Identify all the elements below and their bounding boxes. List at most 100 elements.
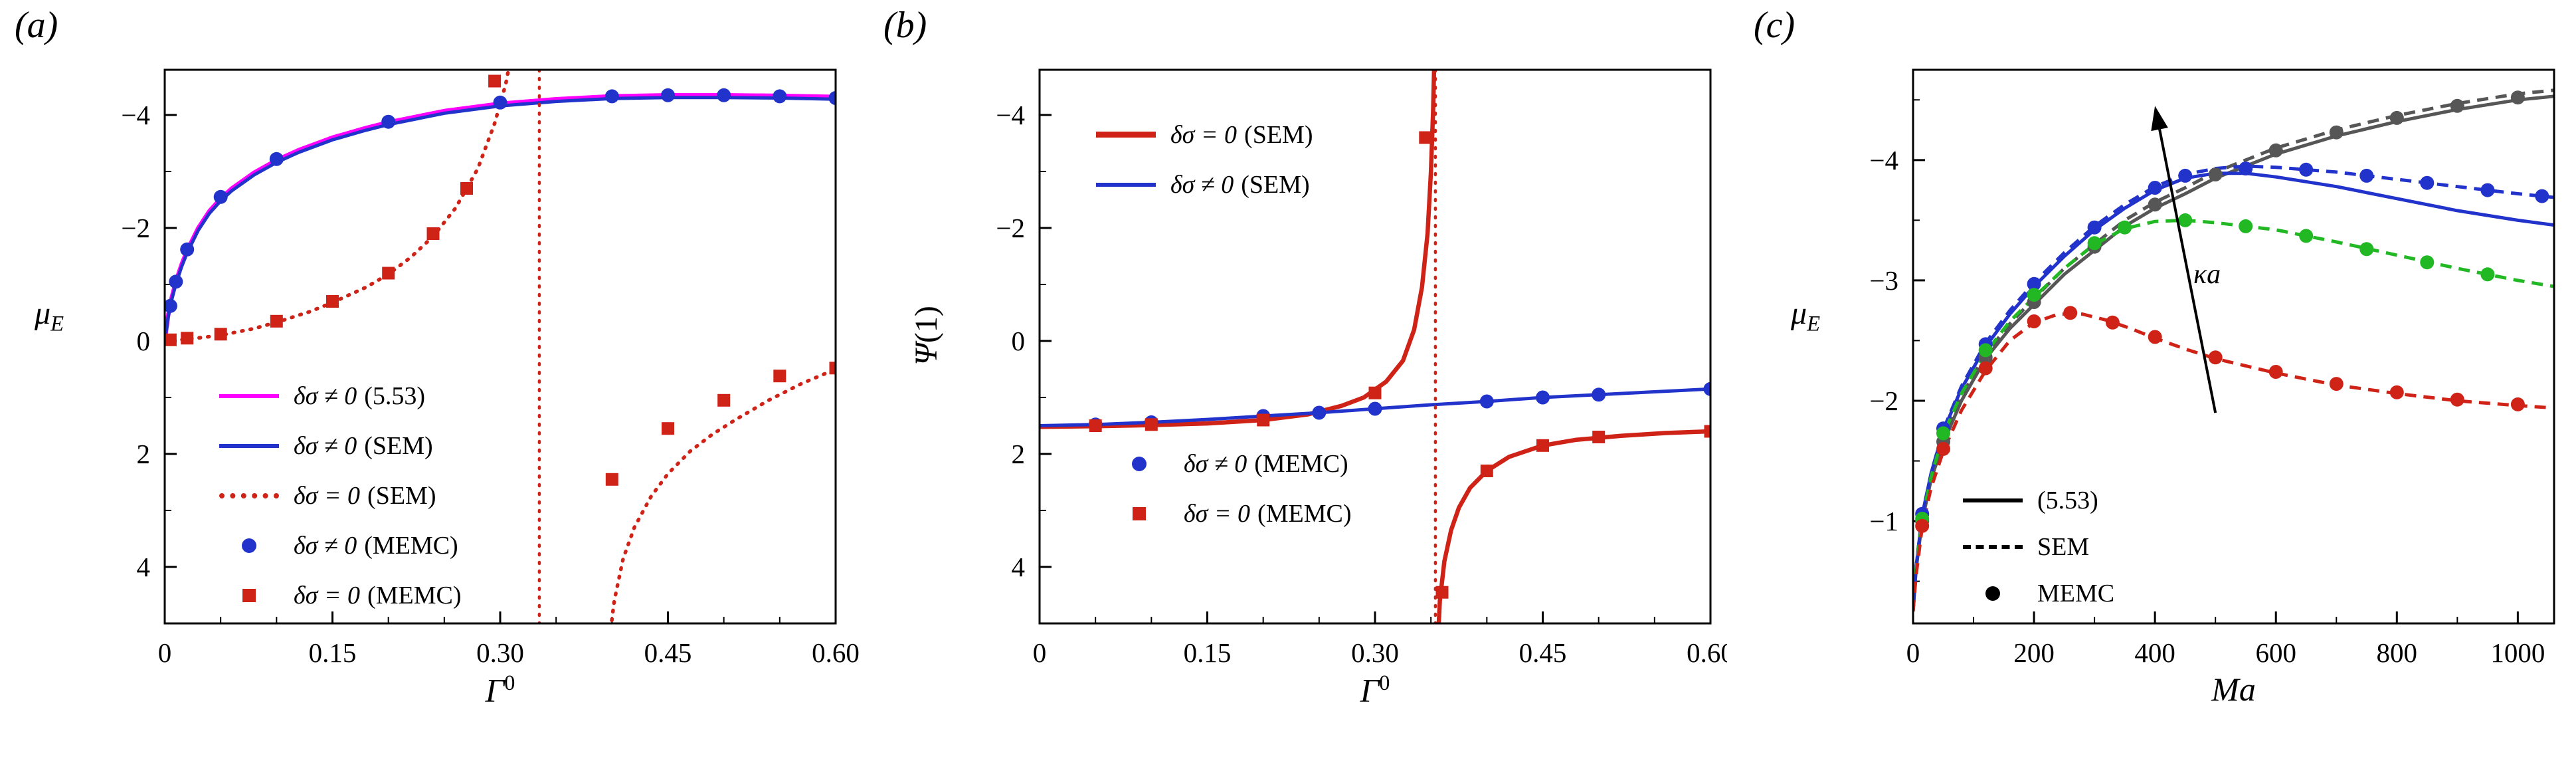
legend-math: δσ = 0 [1170,120,1238,149]
legend-item: δσ ≠ 0 (5.53) [219,371,462,421]
panel-b-plot: 0 0.15 0.30 0.45 0.60 −4 −2 0 2 4 [996,68,1727,668]
svg-text:4: 4 [1012,552,1026,582]
red-square-marker-swatch [1109,506,1169,520]
panel-a-plot: 0 0.15 0.30 0.45 0.60 −4 −2 0 2 4 [121,68,860,668]
panel-b-legend-markers: δσ ≠ 0 (MEMC) δσ = 0 (MEMC) [1109,439,1352,538]
panel-c-legend: (5.53) SEM MEMC [1963,477,2114,617]
red-line-swatch [1096,132,1156,138]
legend-label: δσ ≠ 0 (MEMC) [294,531,458,560]
gamma-superscript: 0 [504,671,515,695]
legend-item: SEM [1963,524,2114,570]
legend-item: δσ = 0 (SEM) [219,471,462,520]
ma-symbol: Ma [2211,671,2256,708]
legend-label: δσ = 0 (SEM) [1170,120,1313,150]
blue-circle-marker-swatch [219,538,279,553]
panel-b-tag: (b) [883,5,927,46]
gamma-superscript: 0 [1379,671,1390,695]
legend-rest: (5.53) [364,381,426,410]
legend-label: (5.53) [2037,486,2098,515]
legend-math: δσ ≠ 0 [294,531,357,560]
legend-item: δσ = 0 (MEMC) [1109,489,1352,538]
black-dashed-line-swatch [1963,545,2023,549]
legend-label: δσ ≠ 0 (MEMC) [1184,449,1348,479]
line-swatch [1963,498,2023,502]
svg-text:−2: −2 [121,213,150,243]
red-dotted-line-swatch [219,492,279,498]
square-swatch [242,588,256,602]
svg-text:−3: −3 [1869,265,1898,296]
line-swatch [1963,545,2023,549]
line-swatch [219,393,279,398]
blue-line-swatch [1096,182,1156,187]
legend-label: δσ ≠ 0 (5.53) [294,381,425,411]
line-swatch [1096,182,1156,187]
panel-c: 0 200 400 600 800 1000 −4 −3 −2 −1 (c) μE Ma κa (… [1727,0,2576,761]
mu-symbol: μ [1791,296,1807,331]
legend-item: δσ ≠ 0 (SEM) [1096,160,1313,209]
svg-text:0: 0 [1033,637,1047,668]
legend-rest: (SEM) [1244,120,1313,149]
legend-rest: (SEM) [364,431,433,460]
svg-text:400: 400 [2134,637,2175,668]
legend-rest: (5.53) [2037,487,2098,514]
circle-swatch [1132,456,1147,471]
mu-subscript: E [50,312,64,336]
black-solid-line-swatch [1963,498,2023,502]
legend-item: δσ ≠ 0 (MEMC) [219,520,462,570]
line-swatch [219,443,279,448]
legend-rest: (SEM) [1241,170,1310,199]
blue-circle-marker-swatch [1109,456,1169,471]
panel-b-xlabel: Γ0 [1040,673,1710,707]
svg-text:−2: −2 [1869,385,1898,416]
svg-text:0.45: 0.45 [1519,637,1567,668]
legend-label: δσ ≠ 0 (SEM) [1170,170,1310,199]
svg-text:0: 0 [1012,326,1026,356]
svg-text:0: 0 [1906,637,1920,668]
legend-math: δσ ≠ 0 [294,381,357,410]
svg-text:4: 4 [137,552,151,582]
svg-text:1000: 1000 [2490,637,2545,668]
legend-label: SEM [2037,532,2089,562]
legend-item: MEMC [1963,570,2114,617]
legend-label: δσ = 0 (MEMC) [1184,499,1352,528]
circle-swatch [1985,586,2000,601]
panel-a: 0 0.15 0.30 0.45 0.60 −4 −2 0 2 4 (a) μE Γ0 δσ ≠ … [0,0,864,761]
legend-label: MEMC [2037,579,2114,608]
mu-symbol: μ [35,296,51,331]
legend-item: δσ = 0 (SEM) [1096,110,1313,160]
legend-rest: MEMC [2037,580,2115,607]
blue-line-swatch [219,443,279,448]
psi-argument: (1) [909,306,944,344]
gamma-symbol: Γ [485,671,505,709]
panel-b-ylabel: Ψ(1) [909,306,944,366]
svg-text:200: 200 [2013,637,2055,668]
svg-text:0.60: 0.60 [812,637,860,668]
legend-rest: (MEMC) [364,531,458,560]
legend-rest: (MEMC) [1257,499,1352,528]
panel-c-plot: 0 200 400 600 800 1000 −4 −3 −2 −1 [1869,68,2555,668]
svg-text:600: 600 [2255,637,2296,668]
svg-text:−4: −4 [121,100,150,130]
panel-a-legend: δσ ≠ 0 (5.53) δσ ≠ 0 (SEM) δσ = 0 (SEM) δσ … [219,371,462,620]
legend-rest: (MEMC) [1254,449,1348,478]
legend-rest: SEM [2037,533,2090,561]
legend-label: δσ = 0 (MEMC) [294,581,462,610]
circle-swatch [242,538,256,553]
legend-math: δσ = 0 [1184,499,1251,528]
legend-item: δσ ≠ 0 (SEM) [219,421,462,471]
panel-a-tag: (a) [15,5,58,46]
panel-b-legend-lines: δσ = 0 (SEM) δσ ≠ 0 (SEM) [1096,110,1313,209]
svg-text:−4: −4 [996,100,1025,130]
svg-text:−1: −1 [1869,506,1898,536]
svg-text:0.60: 0.60 [1687,637,1727,668]
panel-c-ylabel: μE [1791,298,1820,335]
red-square-marker-swatch [219,588,279,602]
gamma-symbol: Γ [1360,671,1380,709]
svg-text:0.15: 0.15 [309,637,357,668]
legend-math: δσ = 0 [294,581,361,609]
mu-subscript: E [1807,312,1821,336]
svg-text:0: 0 [158,637,172,668]
svg-text:−4: −4 [1869,145,1898,175]
svg-text:2: 2 [1012,439,1026,469]
